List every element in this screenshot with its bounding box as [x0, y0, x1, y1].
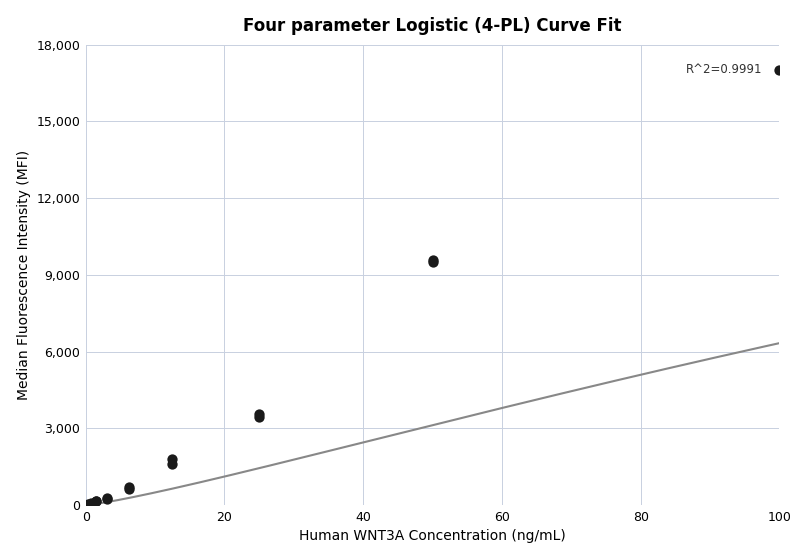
Point — [85, 498, 98, 507]
Point — [426, 255, 439, 264]
Point — [90, 497, 103, 506]
Title: Four parameter Logistic (4-PL) Curve Fit: Four parameter Logistic (4-PL) Curve Fit — [243, 17, 622, 35]
Point — [166, 460, 179, 469]
Point — [101, 493, 114, 502]
Point — [426, 258, 439, 267]
Text: R^2=0.9991: R^2=0.9991 — [685, 63, 762, 76]
Point — [123, 484, 136, 493]
Point — [90, 496, 103, 505]
X-axis label: Human WNT3A Concentration (ng/mL): Human WNT3A Concentration (ng/mL) — [299, 529, 566, 543]
Point — [773, 66, 786, 74]
Point — [253, 413, 266, 422]
Point — [166, 455, 179, 464]
Point — [123, 482, 136, 491]
Point — [82, 500, 95, 509]
Point — [101, 494, 114, 503]
Point — [253, 410, 266, 419]
Y-axis label: Median Fluorescence Intensity (MFI): Median Fluorescence Intensity (MFI) — [17, 150, 31, 400]
